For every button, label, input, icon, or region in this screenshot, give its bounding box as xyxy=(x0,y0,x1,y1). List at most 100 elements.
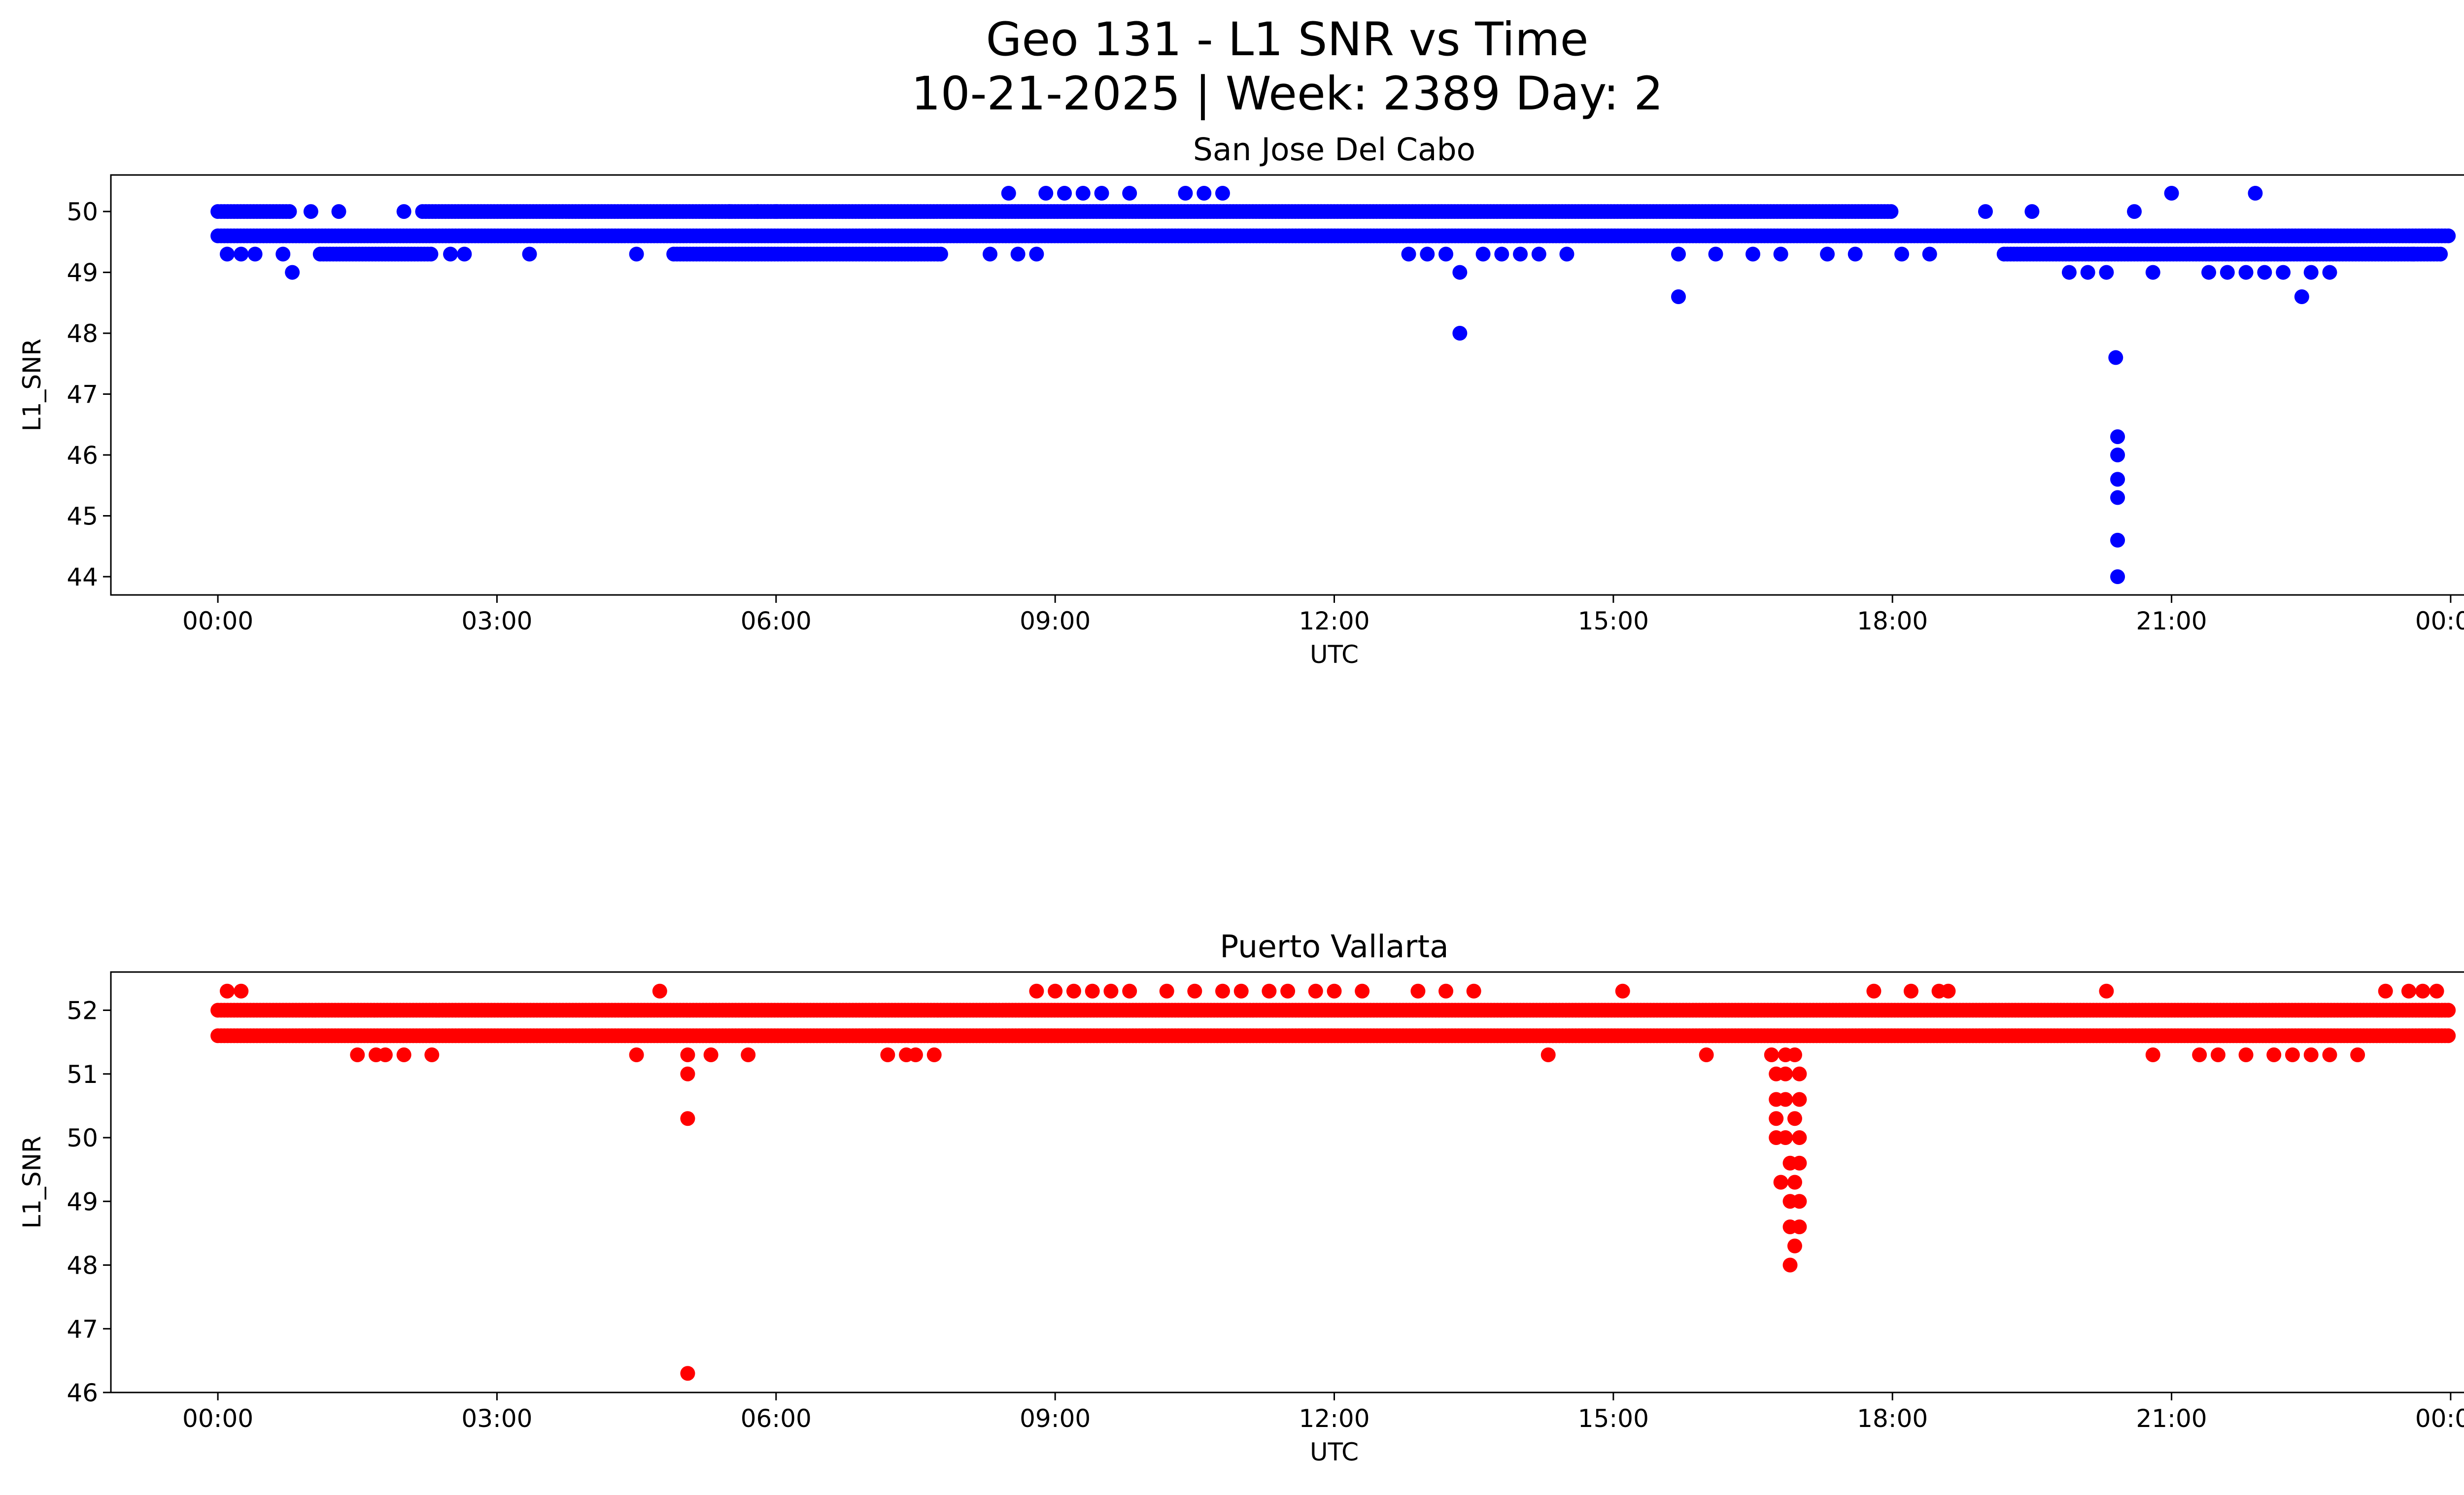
data-point xyxy=(1215,186,1230,201)
data-point xyxy=(2441,1028,2456,1043)
y-tick-label: 51 xyxy=(67,1060,98,1089)
data-point xyxy=(1792,1194,1807,1209)
x-tick-label: 15:00 xyxy=(1578,607,1649,635)
data-point xyxy=(1787,1238,1802,1253)
data-point xyxy=(2441,1003,2456,1018)
data-point xyxy=(2266,1047,2282,1063)
data-point xyxy=(1475,246,1491,262)
y-tick-label: 50 xyxy=(67,1124,98,1152)
data-point xyxy=(1894,246,1910,262)
band-series xyxy=(210,1003,2456,1018)
data-point xyxy=(1066,983,1081,999)
data-point xyxy=(1531,246,1546,262)
data-point xyxy=(2401,983,2416,999)
subplot-title: San Jose Del Cabo xyxy=(1193,132,1475,168)
data-point xyxy=(2080,265,2095,280)
data-point xyxy=(2285,1047,2300,1063)
data-point xyxy=(1159,983,1174,999)
data-point xyxy=(2294,289,2309,304)
data-point xyxy=(1103,983,1119,999)
data-point xyxy=(1792,1155,1807,1171)
data-point xyxy=(247,246,263,262)
data-point xyxy=(1355,983,1370,999)
data-point xyxy=(933,246,948,262)
data-point xyxy=(2145,1047,2160,1063)
data-point xyxy=(396,204,411,219)
data-point xyxy=(2110,490,2125,505)
data-point xyxy=(1764,1047,1779,1063)
data-point xyxy=(1792,1219,1807,1234)
data-point xyxy=(703,1047,719,1063)
data-point xyxy=(1187,983,1202,999)
data-point xyxy=(1094,186,1109,201)
data-point xyxy=(1699,1047,1714,1063)
x-tick-label: 00:00 xyxy=(2415,1404,2464,1433)
data-point xyxy=(1778,1092,1793,1107)
data-point xyxy=(2406,246,2421,262)
data-point xyxy=(1820,246,1835,262)
y-tick-label: 46 xyxy=(67,1379,98,1407)
data-point xyxy=(234,246,249,262)
data-point xyxy=(1466,983,1481,999)
data-point xyxy=(2441,228,2456,243)
data-point xyxy=(1922,246,1937,262)
data-point xyxy=(2322,1047,2337,1063)
data-point xyxy=(2415,983,2430,999)
data-point xyxy=(2220,265,2235,280)
y-tick-label: 44 xyxy=(67,563,98,591)
data-point xyxy=(1883,204,1899,219)
x-tick-label: 18:00 xyxy=(1857,607,1928,635)
data-point xyxy=(1782,1257,1798,1273)
y-tick-label: 50 xyxy=(67,198,98,226)
band-series xyxy=(210,204,297,219)
data-point xyxy=(1029,983,1044,999)
data-point xyxy=(1848,246,1863,262)
data-point xyxy=(2201,265,2217,280)
data-point xyxy=(2433,246,2448,262)
y-tick-label: 49 xyxy=(67,259,98,287)
y-axis-label: L1_SNR xyxy=(18,339,46,432)
band-series xyxy=(415,204,1899,219)
data-point xyxy=(629,246,644,262)
x-tick-label: 15:00 xyxy=(1578,1404,1649,1433)
x-tick-label: 03:00 xyxy=(461,607,532,635)
data-point xyxy=(1615,983,1630,999)
data-point xyxy=(1787,1175,1802,1190)
data-point xyxy=(926,1047,942,1063)
x-tick-label: 09:00 xyxy=(1020,1404,1091,1433)
data-point xyxy=(443,246,458,262)
band-series xyxy=(210,228,2456,243)
data-point xyxy=(1540,1047,1556,1063)
data-point xyxy=(2257,265,2272,280)
data-point xyxy=(1513,246,1528,262)
data-point xyxy=(1903,983,1918,999)
band-series xyxy=(312,246,439,262)
x-tick-label: 12:00 xyxy=(1299,607,1369,635)
data-point xyxy=(2303,1047,2319,1063)
subplot-title: Puerto Vallarta xyxy=(1220,929,1448,965)
data-point xyxy=(424,1047,440,1063)
x-tick-label: 06:00 xyxy=(741,607,812,635)
data-point xyxy=(1438,983,1454,999)
data-point xyxy=(1708,246,1723,262)
data-point xyxy=(1769,1111,1784,1126)
data-point xyxy=(1773,1175,1788,1190)
data-point xyxy=(2110,448,2125,462)
data-point xyxy=(522,246,537,262)
x-tick-label: 21:00 xyxy=(2136,1404,2207,1433)
data-point xyxy=(1057,186,1072,201)
data-point xyxy=(1452,265,1468,280)
data-point xyxy=(2378,983,2393,999)
x-tick-label: 09:00 xyxy=(1020,607,1091,635)
data-point xyxy=(768,204,784,219)
data-point xyxy=(680,1047,695,1063)
scatter-points xyxy=(219,186,2421,584)
data-point xyxy=(983,246,998,262)
data-point xyxy=(285,265,300,280)
data-point xyxy=(1280,983,1296,999)
data-point xyxy=(350,1047,365,1063)
y-tick-label: 49 xyxy=(67,1187,98,1216)
data-point xyxy=(1671,289,1686,304)
data-point xyxy=(2110,429,2125,444)
